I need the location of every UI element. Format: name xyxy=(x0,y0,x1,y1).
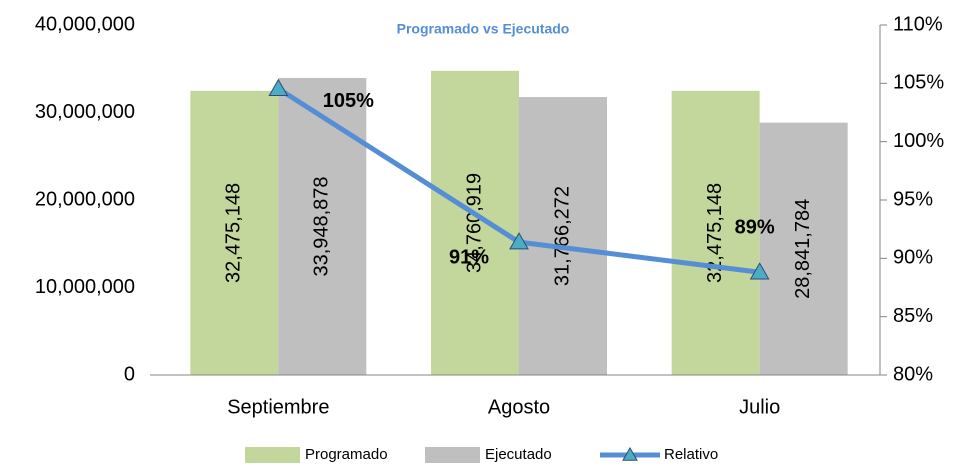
bar xyxy=(519,97,607,376)
chart-title: Programado vs Ejecutado xyxy=(397,21,570,37)
bar-value-label: 28,841,784 xyxy=(792,199,814,299)
y2-tick-label: 105% xyxy=(893,72,944,94)
y-tick-label: 40,000,000 xyxy=(35,13,135,35)
x-tick-label: Septiembre xyxy=(227,396,329,418)
bar xyxy=(278,77,367,375)
y-tick-label: 20,000,000 xyxy=(35,188,135,210)
legend-label: Ejecutado xyxy=(485,446,552,463)
bar-value-label: 31,766,272 xyxy=(551,186,573,286)
line-marker xyxy=(268,78,289,96)
line-marker xyxy=(509,232,529,250)
legend-label: Relativo xyxy=(664,446,718,463)
bar-value-label: 32,475,148 xyxy=(704,183,726,283)
line-value-label: 89% xyxy=(735,216,775,238)
line-marker xyxy=(749,262,770,280)
legend-label: Programado xyxy=(305,446,388,463)
line-value-label: 105% xyxy=(323,90,374,112)
y2-tick-label: 80% xyxy=(893,363,933,385)
legend-swatch xyxy=(245,447,300,463)
y-tick-label: 30,000,000 xyxy=(35,101,135,123)
legend-marker xyxy=(622,446,638,461)
y2-tick-label: 85% xyxy=(893,305,933,327)
y-tick-label: 10,000,000 xyxy=(35,276,135,298)
bar-value-label: 34,760,919 xyxy=(463,173,485,273)
y2-tick-label: 90% xyxy=(893,247,933,269)
bar-value-label: 33,948,878 xyxy=(311,176,333,276)
bar xyxy=(759,122,848,375)
bar xyxy=(431,70,519,376)
line-value-label: 91% xyxy=(449,246,489,268)
bar-value-label: 32,475,148 xyxy=(223,183,245,283)
y2-tick-label: 100% xyxy=(893,130,944,152)
x-tick-label: Julio xyxy=(739,396,780,418)
y2-tick-label: 95% xyxy=(893,188,933,210)
legend-swatch xyxy=(425,447,480,463)
bar xyxy=(190,90,279,375)
y2-tick-label: 110% xyxy=(893,13,943,35)
bar xyxy=(671,90,760,375)
y-tick-label: 0 xyxy=(124,363,135,385)
x-tick-label: Agosto xyxy=(488,396,550,418)
